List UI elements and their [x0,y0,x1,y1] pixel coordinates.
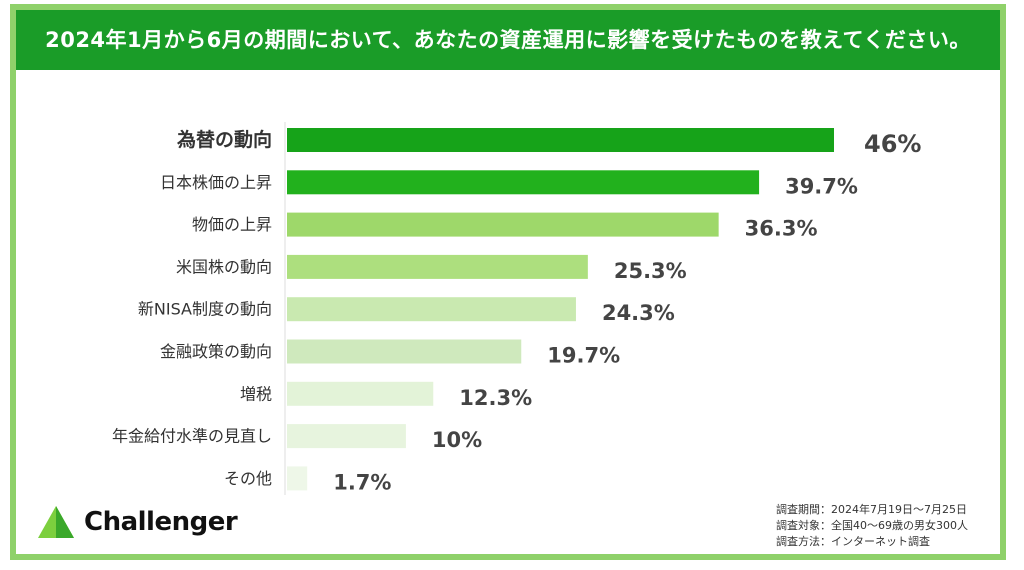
bar [287,297,576,322]
value-label: 46% [864,130,921,158]
category-label: 為替の動向 [177,128,272,151]
value-label: 19.7% [547,344,620,368]
category-label: 金融政策の動向 [160,342,272,361]
bar [287,170,760,195]
value-label: 39.7% [785,174,858,198]
triangle-logo-icon [38,506,74,538]
chart-title: 2024年1月から6月の期間において、あなたの資産運用に影響を受けたものを教えて… [16,10,1000,70]
value-label: 24.3% [602,301,675,325]
category-label: 日本株価の上昇 [160,173,272,192]
category-label: 物価の上昇 [192,215,272,234]
category-label: 新NISA制度の動向 [138,300,272,319]
survey-target: 調査対象：全国40〜69歳の男女300人 [776,519,968,532]
bar [287,466,308,491]
category-label: その他 [224,469,272,488]
bar [287,128,834,152]
chart-frame [10,4,1006,560]
bar [287,424,406,449]
survey-method: 調査方法：インターネット調査 [776,535,930,548]
value-label: 10% [432,428,482,452]
category-label: 年金給付水準の見直し [112,427,272,446]
survey-notes: 調査期間：2024年7月19日〜7月25日 調査対象：全国40〜69歳の男女30… [776,502,968,550]
bar [287,339,522,364]
category-label: 米国株の動向 [176,257,272,276]
bar [287,254,588,279]
value-label: 1.7% [333,470,391,494]
survey-period: 調査期間：2024年7月19日〜7月25日 [776,503,967,516]
logo-text: Challenger [84,507,238,537]
bar [287,212,719,237]
value-label: 36.3% [745,217,818,241]
bar [287,381,434,406]
challenger-logo: Challenger [36,504,238,540]
value-label: 25.3% [614,259,687,283]
category-label: 増税 [240,384,272,403]
value-label: 12.3% [459,386,532,410]
